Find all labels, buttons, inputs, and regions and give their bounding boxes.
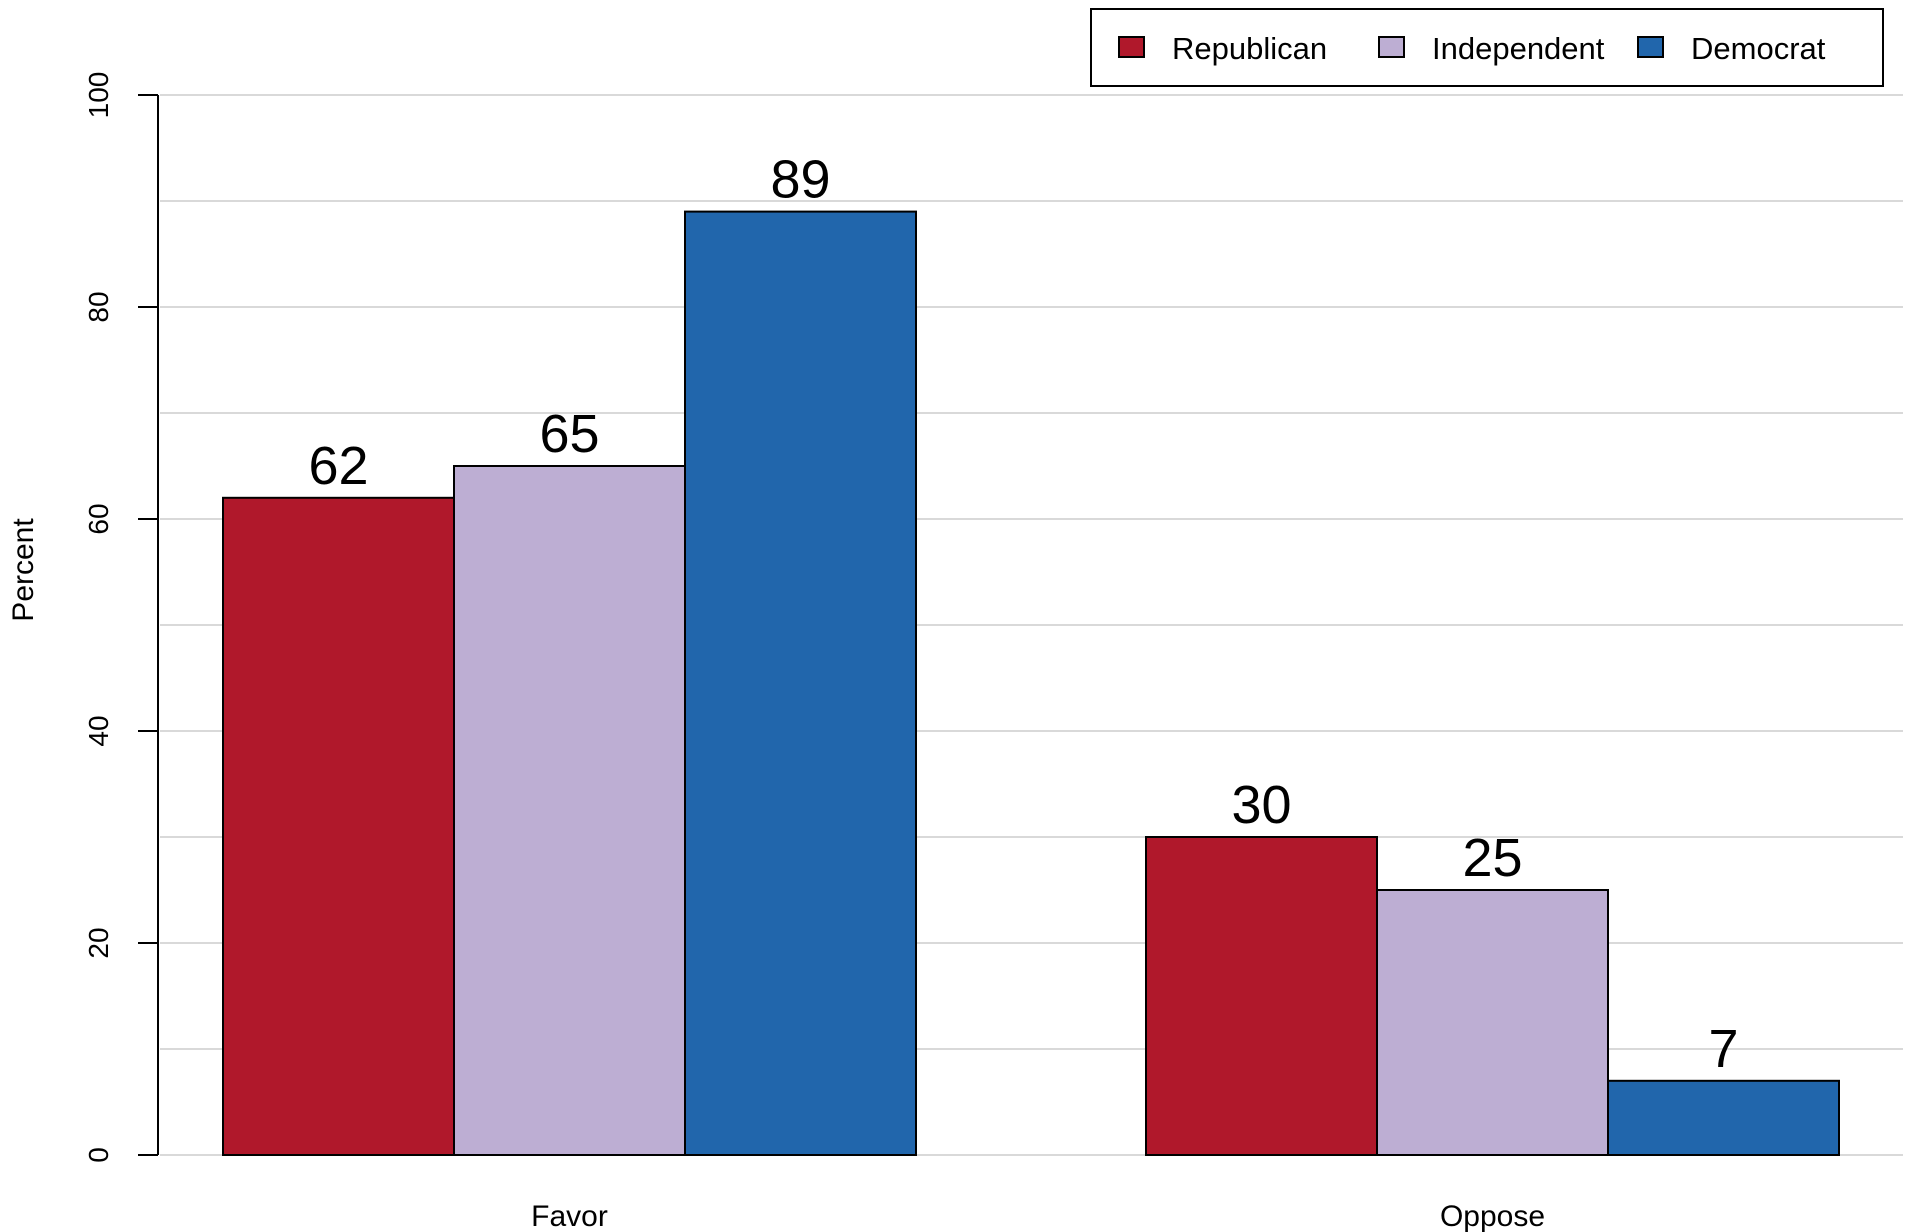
bar-republican-favor (222, 496, 455, 1156)
legend-label-republican: Republican (1172, 31, 1327, 66)
y-axis: 0 20 40 60 80 100 (83, 72, 159, 1163)
bar-democrat-oppose (1607, 1079, 1840, 1157)
bars (222, 210, 1840, 1157)
x-axis-categories: Favor Oppose (531, 1200, 1545, 1232)
legend-swatch-independent (1378, 36, 1405, 58)
bar-independent-oppose (1376, 889, 1609, 1156)
data-labels: 62 65 89 30 25 7 (308, 150, 1738, 1079)
data-label: 62 (308, 436, 368, 496)
data-label: 30 (1231, 775, 1291, 835)
legend-box (1090, 8, 1884, 87)
data-label: 7 (1708, 1019, 1738, 1079)
y-tick-label: 60 (83, 503, 114, 534)
legend-label-democrat: Democrat (1691, 31, 1826, 66)
data-label: 25 (1462, 828, 1522, 888)
y-tick-label: 80 (83, 291, 114, 322)
y-axis-title: Percent (7, 518, 40, 622)
bar-republican-oppose (1145, 836, 1378, 1156)
legend-swatch-democrat (1637, 36, 1664, 58)
data-label: 65 (539, 404, 599, 464)
y-tick-label: 100 (83, 72, 114, 119)
legend: Republican Independent Democrat (1090, 8, 1884, 87)
x-category-label: Oppose (1440, 1200, 1545, 1232)
legend-swatch-republican (1118, 36, 1145, 58)
bar-democrat-favor (684, 210, 917, 1157)
y-tick-label: 40 (83, 715, 114, 746)
bar-independent-favor (453, 465, 686, 1156)
x-category-label: Favor (531, 1200, 608, 1232)
y-tick-label: 20 (83, 927, 114, 958)
data-label: 89 (770, 150, 830, 210)
legend-label-independent: Independent (1432, 31, 1605, 66)
y-tick-label: 0 (83, 1147, 114, 1163)
